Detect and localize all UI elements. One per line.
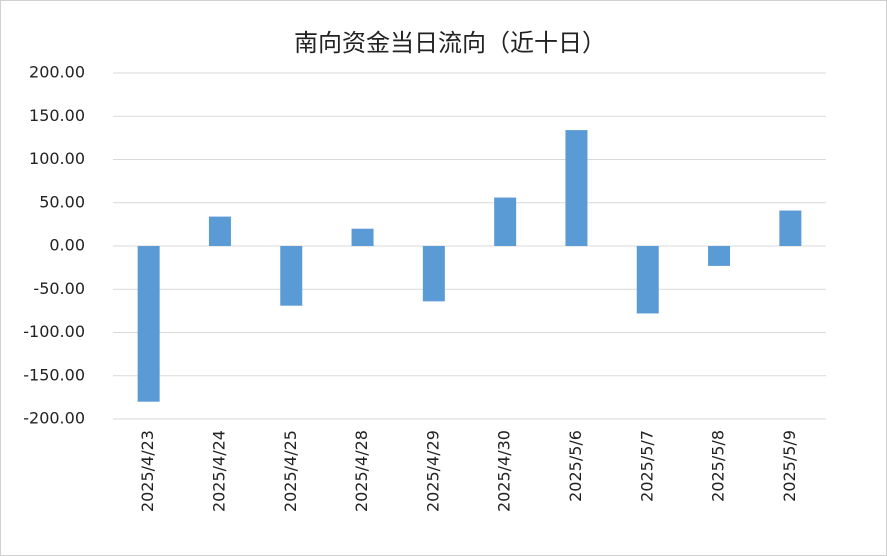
y-tick-label: -200.00	[23, 409, 85, 428]
bar	[708, 246, 731, 266]
x-tick-label: 2025/4/29	[423, 430, 442, 512]
x-tick-label: 2025/4/25	[281, 430, 300, 512]
bar	[422, 246, 445, 302]
y-tick-label: 100.00	[29, 149, 85, 168]
x-tick-label: 2025/4/28	[352, 430, 371, 512]
y-tick-label: 50.00	[39, 192, 85, 211]
bar	[137, 246, 160, 402]
bar	[208, 216, 231, 246]
y-tick-label: 0.00	[49, 236, 85, 255]
chart-title: 南向资金当日流向（近十日）	[294, 29, 606, 57]
y-tick-label: -100.00	[23, 322, 85, 341]
x-tick-label: 2025/5/6	[566, 430, 585, 502]
bar	[280, 246, 303, 306]
y-tick-label: -150.00	[23, 365, 85, 384]
x-tick-label: 2025/5/8	[709, 430, 728, 502]
x-tick-label: 2025/4/24	[209, 430, 228, 512]
x-tick-label: 2025/4/23	[138, 430, 157, 512]
y-tick-label: -50.00	[33, 279, 85, 298]
y-tick-label: 200.00	[29, 63, 85, 82]
bar	[494, 197, 517, 246]
bar	[779, 210, 802, 246]
bar	[565, 130, 588, 246]
x-tick-label: 2025/5/9	[780, 430, 799, 502]
bar	[636, 246, 659, 314]
bar	[351, 228, 374, 246]
x-tick-label: 2025/4/30	[495, 430, 514, 512]
y-tick-label: 150.00	[29, 106, 85, 125]
x-tick-label: 2025/5/7	[637, 430, 656, 502]
